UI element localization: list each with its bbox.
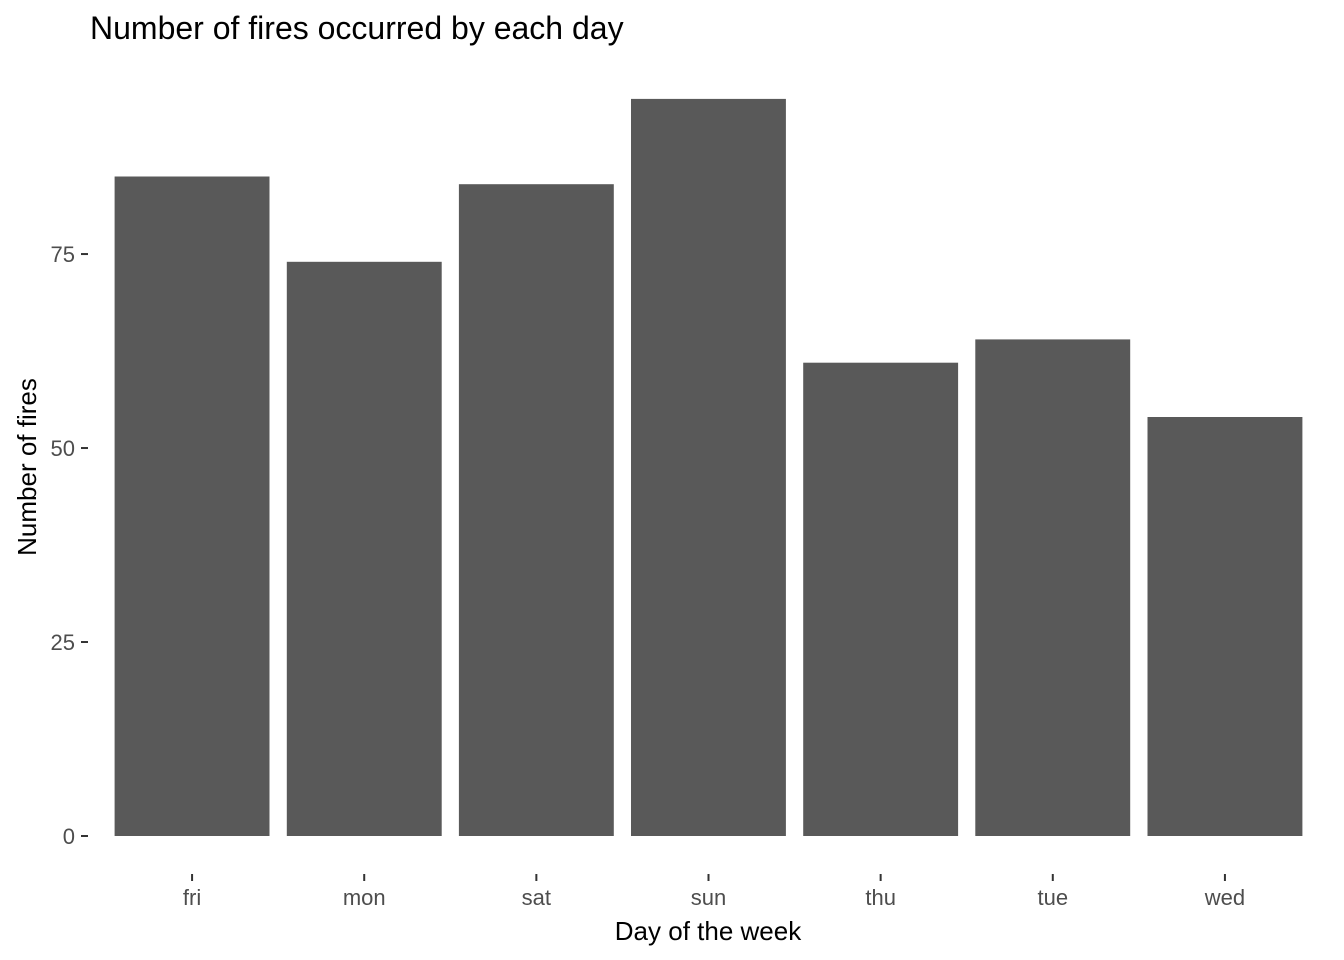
y-tick-label: 75 (51, 242, 75, 267)
x-tick-label-wed: wed (1204, 885, 1245, 910)
x-tick-label-sat: sat (522, 885, 551, 910)
y-tick-label: 0 (63, 824, 75, 849)
bars-layer (114, 98, 1303, 836)
x-tick-label-sun: sun (691, 885, 726, 910)
chart-title: Number of fires occurred by each day (90, 10, 624, 46)
bar-fri (114, 176, 270, 836)
x-axis: fri mon sat sun thu tue wed (183, 874, 1245, 910)
bar-mon (286, 261, 442, 836)
bar-sun (631, 98, 786, 836)
x-tick-label-tue: tue (1037, 885, 1068, 910)
x-tick-label-mon: mon (343, 885, 386, 910)
bar-tue (975, 339, 1131, 836)
bar-wed (1147, 417, 1303, 836)
y-tick-label: 50 (51, 436, 75, 461)
bar-thu (803, 362, 959, 836)
x-axis-title: Day of the week (615, 916, 802, 946)
x-tick-label-thu: thu (865, 885, 896, 910)
bar-sat (458, 184, 614, 836)
y-tick-label: 25 (51, 630, 75, 655)
x-tick-label-fri: fri (183, 885, 201, 910)
y-axis-title: Number of fires (12, 378, 42, 556)
y-axis: 0 25 50 75 (51, 242, 88, 849)
